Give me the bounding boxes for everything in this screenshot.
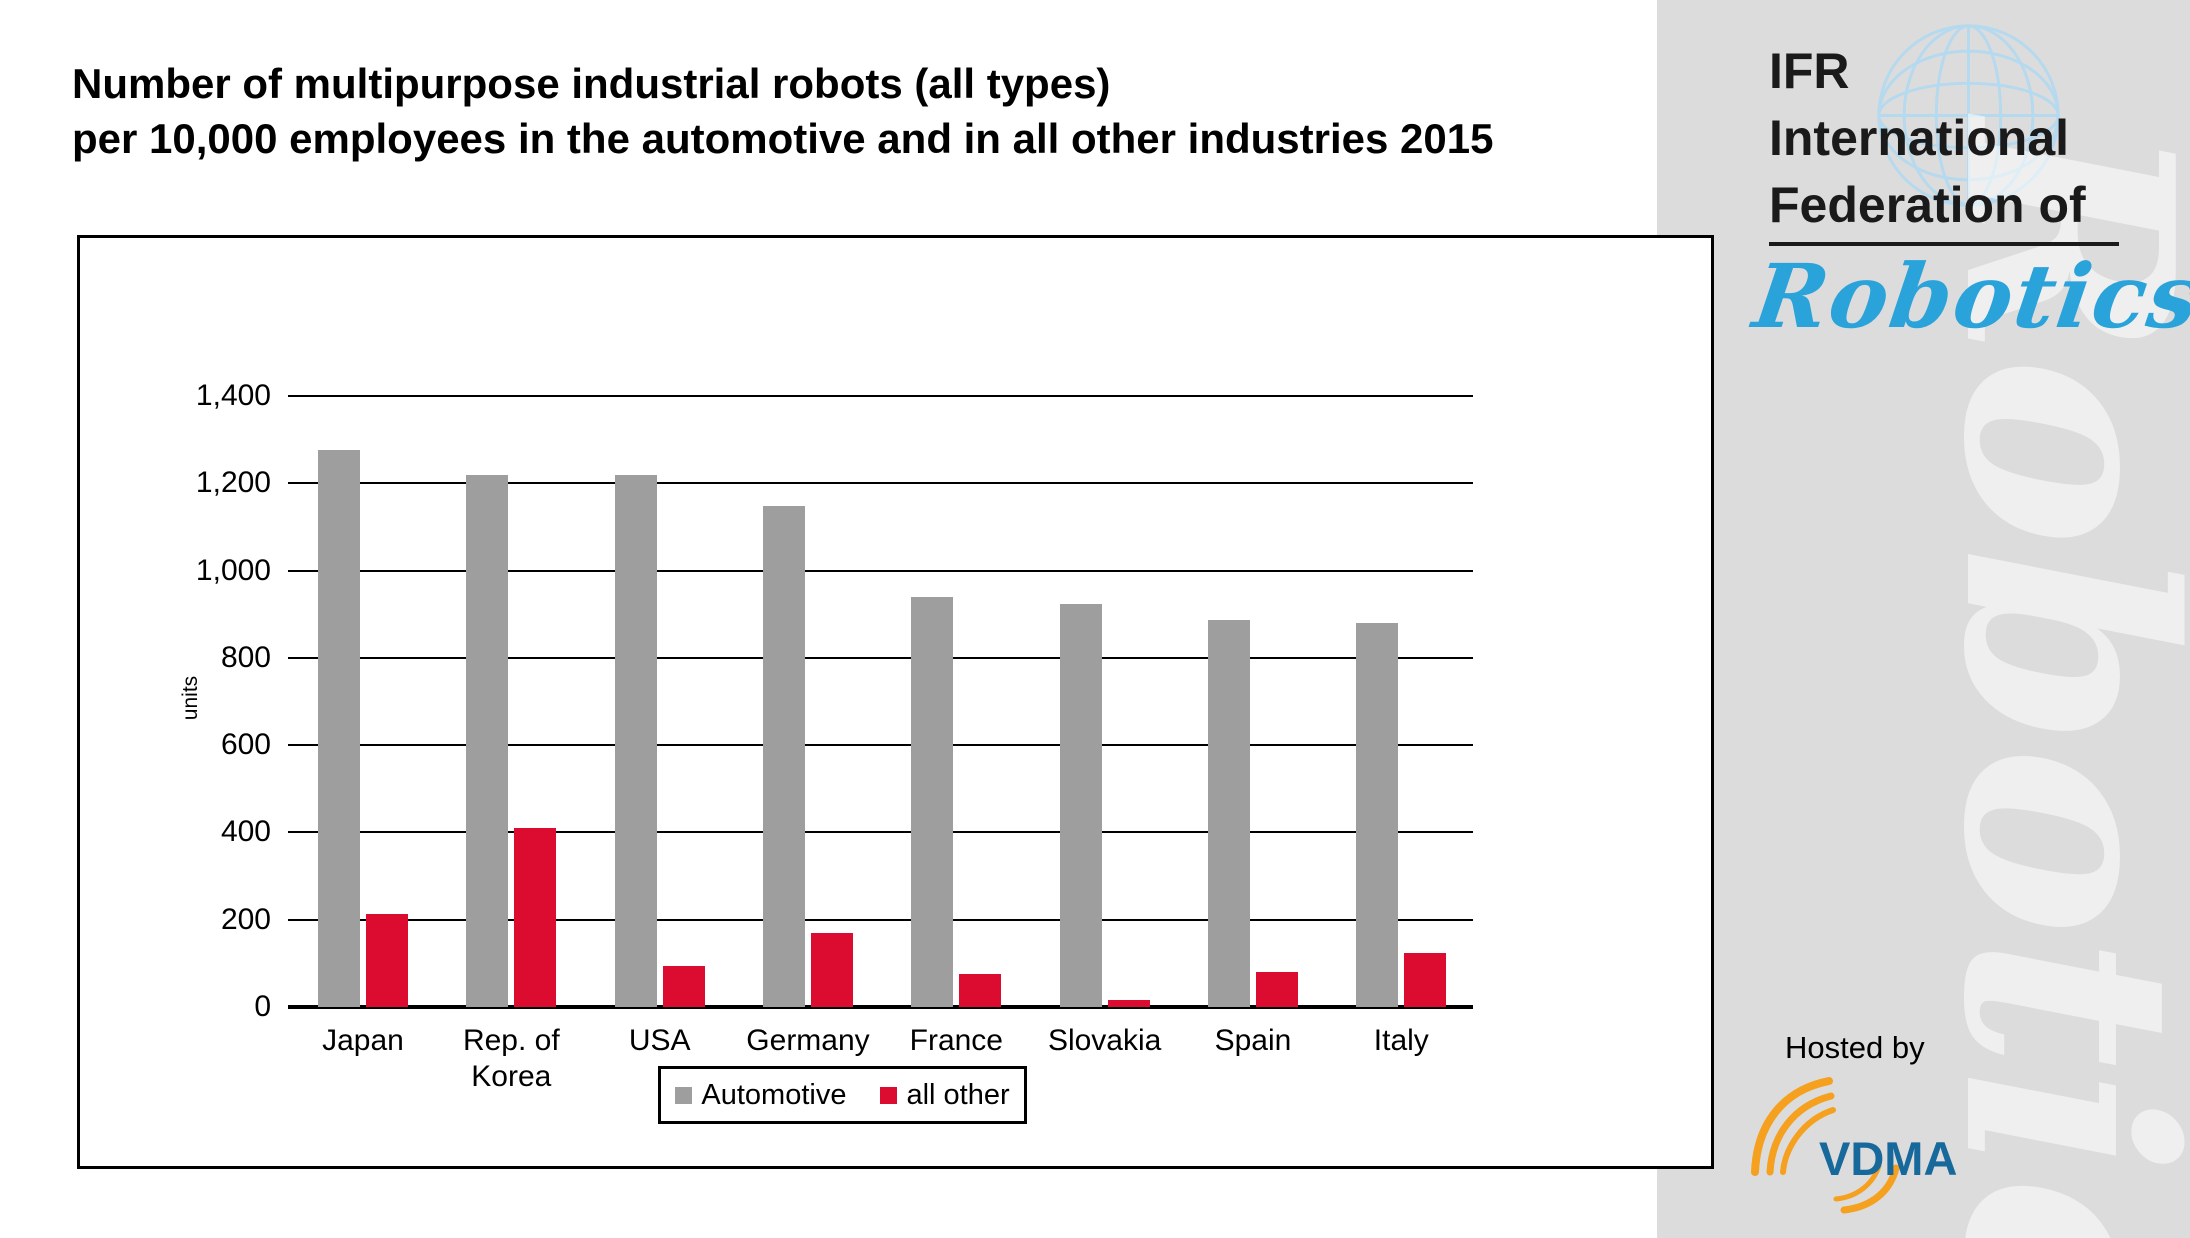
- y-tick-label: 800: [220, 640, 271, 674]
- globe-icon: [1877, 24, 2060, 207]
- ifr-org-line2: International: [1769, 110, 2070, 166]
- y-tick-label: 1,200: [195, 466, 271, 500]
- vdma-logo: VDMA: [1751, 1077, 1957, 1214]
- ifr-org-line3: Federation of: [1769, 177, 2086, 233]
- bar-automotive-0: [318, 450, 360, 1007]
- page-title-line2: per 10,000 employees in the automotive a…: [72, 115, 1494, 162]
- x-tick-label: Rep. of Korea: [462, 1024, 560, 1093]
- bar-all-other-1: [514, 827, 557, 1007]
- hosted-by-label: Hosted by: [1785, 1030, 1925, 1065]
- bar-automotive-1: [466, 475, 509, 1007]
- y-tick-label: 200: [220, 902, 271, 936]
- chart-legend: Automotive all other: [658, 1066, 1027, 1124]
- bar-automotive-2: [614, 475, 657, 1007]
- bar-all-other-2: [662, 966, 705, 1007]
- page-title: Number of multipurpose industrial robots…: [72, 56, 1493, 166]
- bar-automotive-4: [911, 596, 954, 1007]
- y-tick-label: 1,400: [195, 379, 271, 412]
- bar-automotive-7: [1356, 623, 1399, 1007]
- vdma-wordmark: VDMA: [1819, 1132, 1957, 1185]
- x-tick-label: USA: [628, 1024, 691, 1057]
- page-title-line1: Number of multipurpose industrial robots…: [72, 60, 1111, 107]
- bar-all-other-7: [1404, 953, 1447, 1007]
- bar-all-other-5: [1107, 1000, 1150, 1007]
- y-tick-label: 600: [220, 728, 271, 762]
- bar-all-other-4: [959, 974, 1002, 1007]
- legend-label: Automotive: [701, 1078, 847, 1111]
- legend-label: all other: [906, 1078, 1010, 1111]
- chart-frame: units Automotive all other 0 200 400 600 800 1…: [77, 235, 1714, 1169]
- ifr-org-name: IFR International Federation of: [1769, 38, 2086, 239]
- gridline: [288, 395, 1473, 397]
- bar-all-other-3: [810, 932, 853, 1007]
- gridline: [288, 656, 1473, 659]
- x-tick-label: Italy: [1373, 1024, 1429, 1057]
- bar-automotive-6: [1207, 619, 1250, 1007]
- ifr-underline: [1769, 242, 2119, 246]
- robotics-script-logo: Robotics: [1747, 244, 2190, 348]
- bar-all-other-6: [1255, 972, 1298, 1007]
- x-tick-label: Slovakia: [1047, 1024, 1162, 1057]
- bar-all-other-0: [366, 913, 408, 1007]
- y-tick-label: 0: [254, 990, 271, 1023]
- legend-swatch: [675, 1086, 693, 1104]
- ifr-org-line1: IFR: [1769, 43, 1850, 99]
- gridline: [288, 831, 1473, 834]
- y-tick-label: 400: [220, 815, 271, 849]
- gridline: [288, 918, 1473, 921]
- gridline: [288, 569, 1473, 572]
- bar-automotive-5: [1059, 603, 1102, 1007]
- legend-item-all-other: all other: [880, 1078, 1010, 1112]
- x-tick-label: Spain: [1214, 1024, 1292, 1057]
- gridline: [288, 744, 1473, 747]
- x-tick-label: Germany: [746, 1024, 870, 1057]
- x-axis-line: [288, 1005, 1473, 1009]
- x-tick-label: Japan: [322, 1024, 404, 1057]
- legend-item-automotive: Automotive: [675, 1079, 846, 1112]
- bar-automotive-3: [762, 506, 805, 1007]
- ifr-brand-panel: Robotics IFR International Federation of…: [1657, 0, 2190, 1238]
- gridline: [288, 482, 1473, 485]
- legend-swatch: [880, 1086, 898, 1104]
- x-tick-label: France: [909, 1024, 1003, 1057]
- y-tick-label: 1,000: [195, 553, 271, 587]
